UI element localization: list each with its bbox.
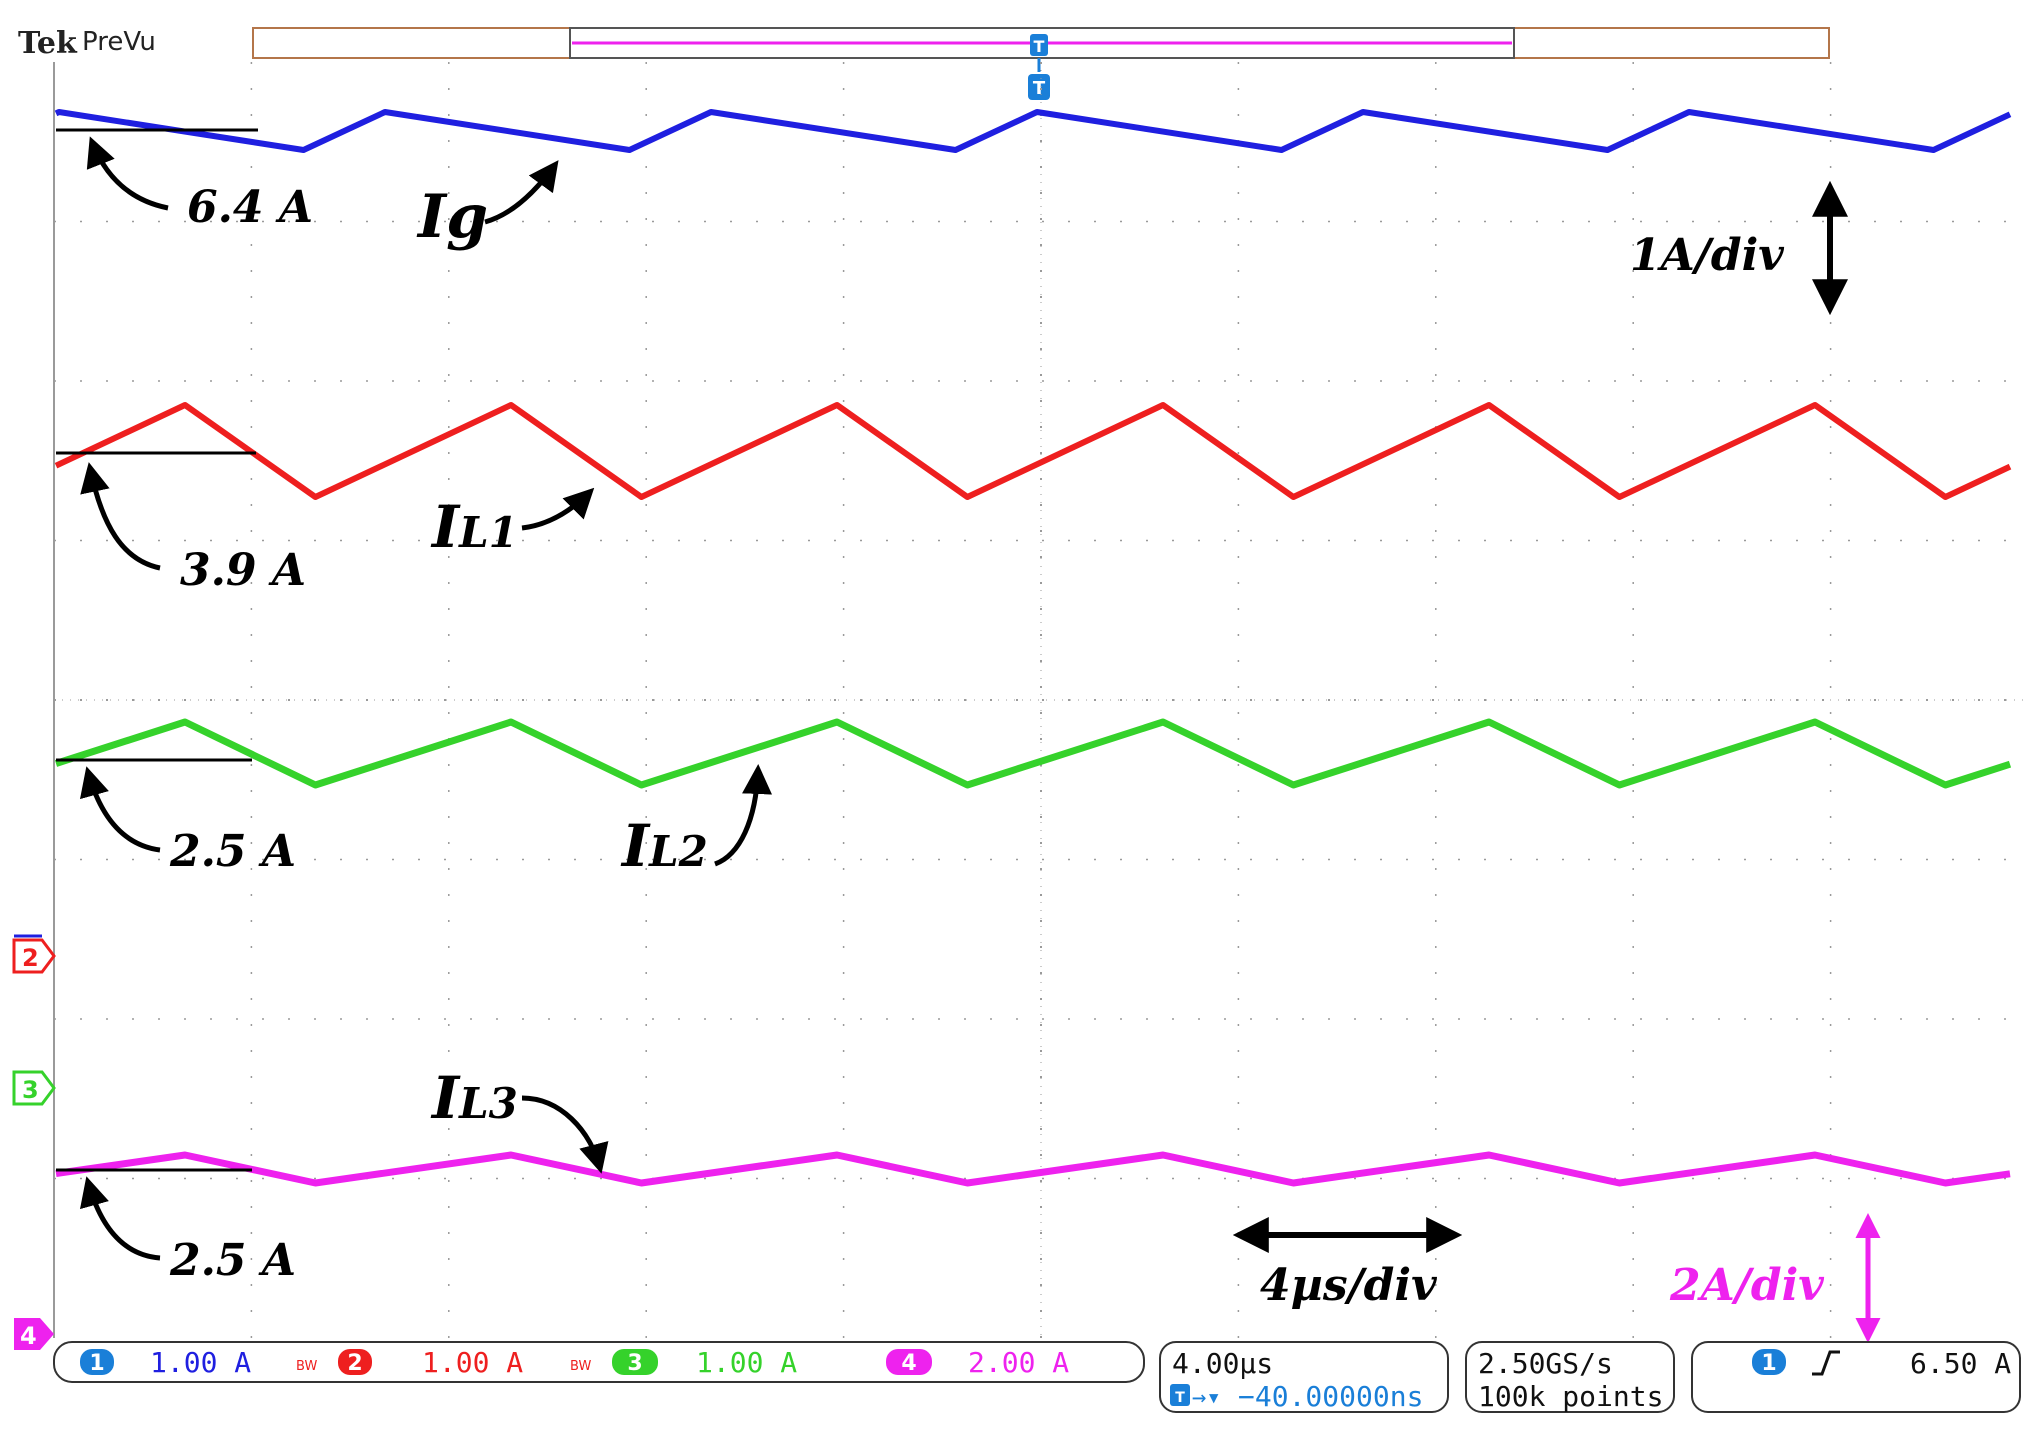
brand-logo: Tek — [18, 26, 78, 61]
ch3-readout[interactable]: BW 3 1.00 A — [570, 1346, 797, 1379]
channel-readout-panel[interactable] — [53, 1341, 1145, 1383]
time-scale-label: 4µs/div — [1260, 1260, 1437, 1311]
graticule — [53, 62, 2028, 1338]
ref-value-il1: 3.9 A — [180, 545, 306, 596]
svg-text:T: T — [1034, 37, 1045, 56]
svg-text:1: 1 — [1761, 1351, 1776, 1376]
svg-text:1.00 A: 1.00 A — [422, 1346, 523, 1379]
bw-limit-icon: BW — [570, 1359, 591, 1374]
svg-text:−40.00000ns: −40.00000ns — [1238, 1380, 1423, 1413]
trace-ig — [54, 109, 2012, 153]
ch4-ground-marker[interactable]: 4 — [14, 1318, 54, 1350]
ch2-readout[interactable]: BW 2 1.00 A — [296, 1346, 523, 1379]
trace-label-ig: Ig — [416, 182, 488, 252]
ref-value-il3: 2.5 A — [169, 1235, 296, 1286]
svg-text:2.50GS/s: 2.50GS/s — [1478, 1347, 1613, 1380]
svg-text:1.00 A: 1.00 A — [696, 1346, 797, 1379]
amp-scale-label-lower: 2A/div — [1669, 1260, 1824, 1311]
svg-text:1: 1 — [89, 1351, 104, 1376]
trace-label-il2: IL2 — [620, 812, 708, 880]
acquisition-readout[interactable]: 2.50GS/s 100k points — [1465, 1341, 1675, 1413]
svg-text:3: 3 — [22, 1076, 39, 1104]
trigger-readout[interactable]: 1 6.50 A — [1691, 1341, 2021, 1413]
amp-scale-label-upper: 1A/div — [1630, 230, 1784, 281]
ch3-ground-marker[interactable]: 3 — [12, 1070, 56, 1106]
svg-text:2: 2 — [347, 1351, 362, 1376]
ref-value-ig: 6.4 A — [187, 182, 313, 233]
svg-text:3: 3 — [627, 1351, 642, 1376]
ch1-readout[interactable]: 1 1.00 A — [80, 1346, 251, 1379]
svg-text:2: 2 — [22, 944, 39, 972]
status-bar: 1 1.00 A BW 2 1.00 A BW 3 1.00 A 4 2.00 … — [53, 1341, 2021, 1413]
rising-edge-icon — [1812, 1350, 1840, 1376]
trace-label-il1: IL1 — [430, 493, 518, 561]
trace-il2 — [54, 718, 2012, 789]
timebase-readout[interactable]: 4.00µs T →▾ −40.00000ns — [1159, 1341, 1449, 1413]
ref-value-il2: 2.5 A — [169, 826, 296, 877]
trace-label-il3: IL3 — [430, 1064, 518, 1132]
svg-text:1.00 A: 1.00 A — [150, 1346, 251, 1379]
trace-il3 — [55, 1151, 2011, 1187]
ch4-readout[interactable]: 4 2.00 A — [886, 1346, 1069, 1379]
svg-text:6.50 A: 6.50 A — [1910, 1347, 2011, 1380]
trace-il1 — [54, 402, 2012, 500]
svg-text:T: T — [1033, 78, 1046, 99]
svg-text:→▾: →▾ — [1192, 1383, 1221, 1411]
svg-text:2.00 A: 2.00 A — [968, 1346, 1069, 1379]
svg-text:T: T — [1175, 1390, 1185, 1406]
svg-text:4.00µs: 4.00µs — [1172, 1347, 1273, 1380]
trigger-position-marker[interactable]: T T — [1028, 34, 1050, 100]
record-viewport[interactable] — [569, 27, 1515, 59]
ch2-ground-marker[interactable]: 2 — [12, 934, 56, 974]
svg-text:4: 4 — [20, 1322, 37, 1350]
svg-text:4: 4 — [901, 1351, 916, 1376]
acquisition-mode: PreVu — [82, 27, 156, 57]
svg-text:100k points: 100k points — [1478, 1380, 1663, 1413]
bw-limit-icon: BW — [296, 1359, 317, 1374]
